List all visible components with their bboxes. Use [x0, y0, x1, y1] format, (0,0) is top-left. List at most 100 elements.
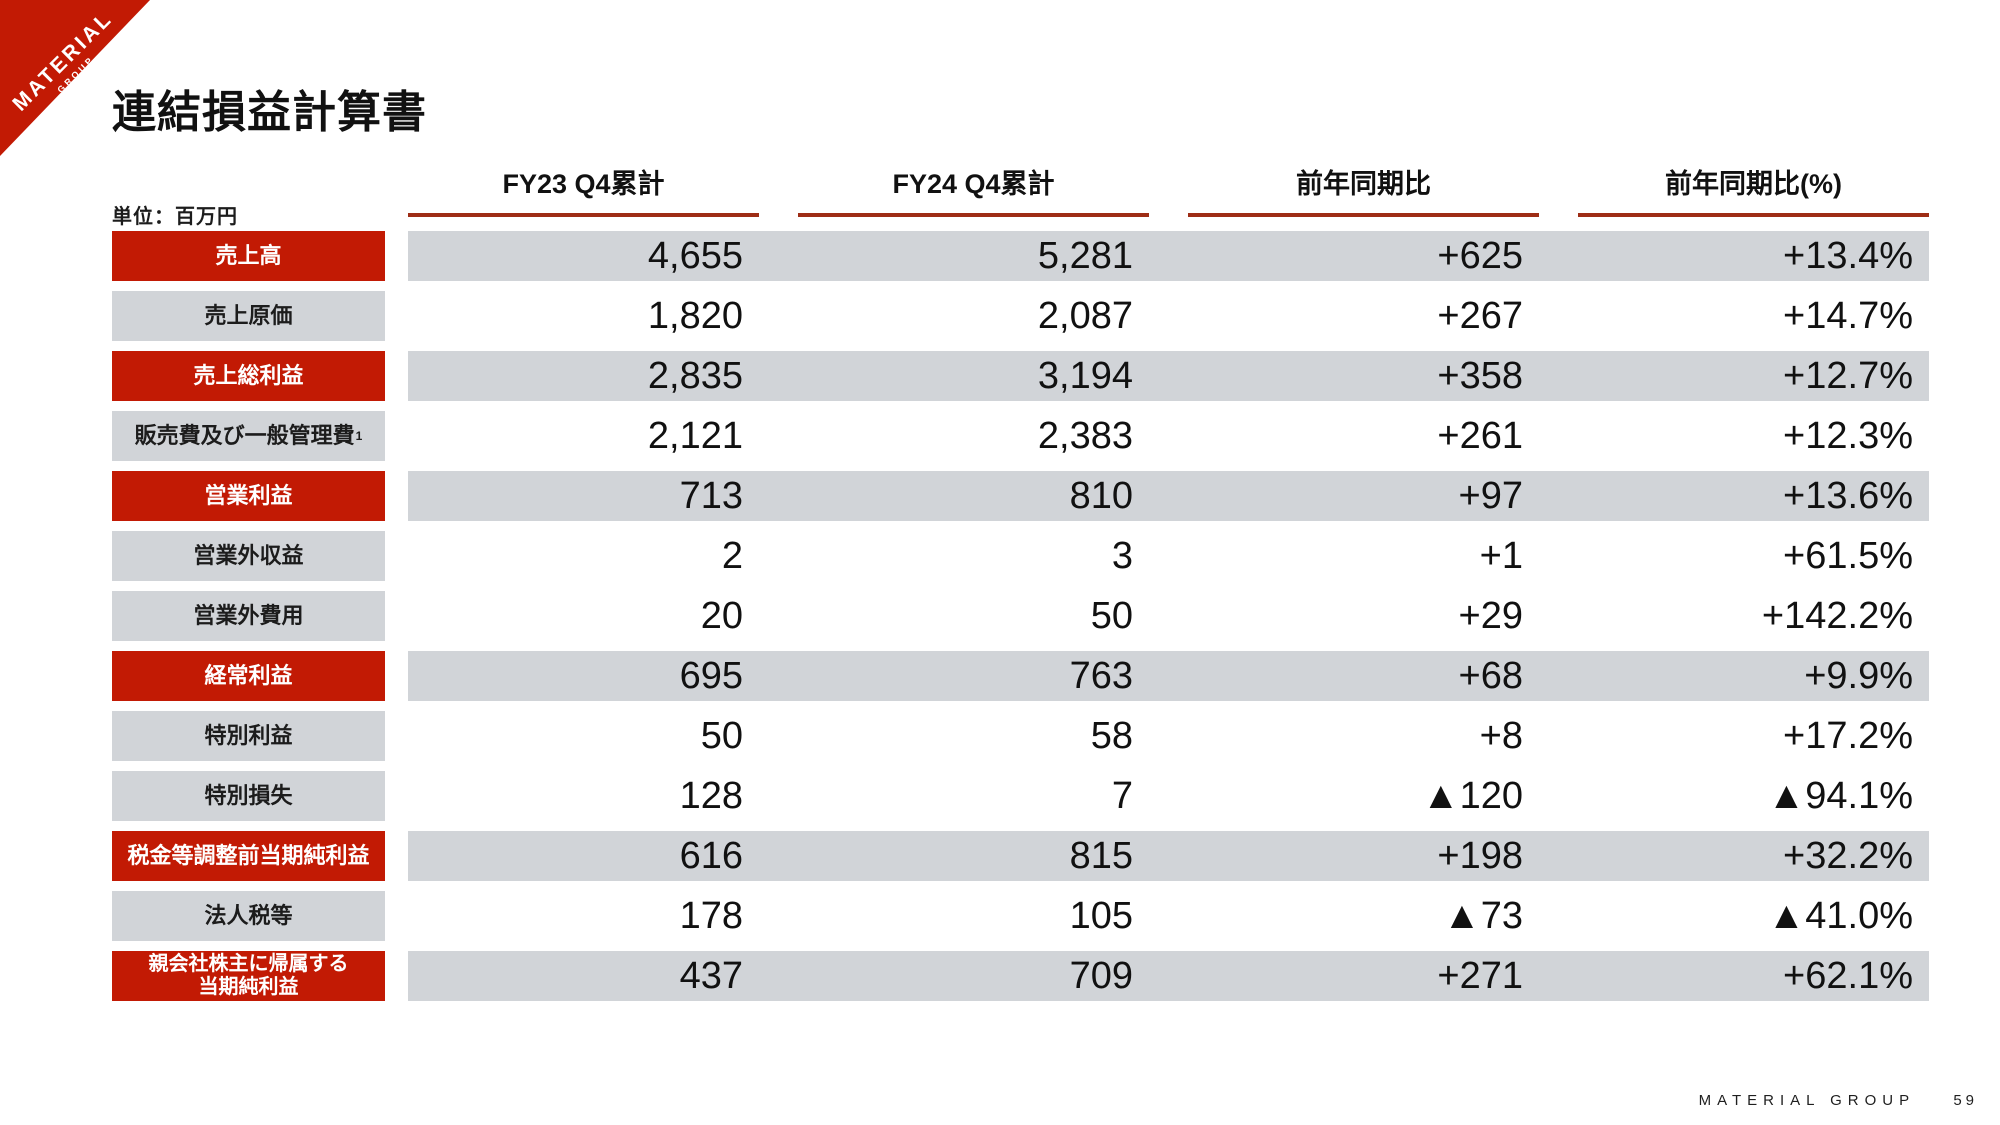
cell-yoy-diff: +358	[1437, 354, 1523, 397]
table-row: 税金等調整前当期純利益 616 815 +198 +32.2%	[112, 831, 1929, 881]
footer-brand: MATERIAL GROUP	[1698, 1092, 1916, 1109]
column-header-fy23: FY23 Q4累計	[408, 148, 759, 217]
cell-fy24: 815	[1069, 834, 1133, 877]
row-label: 売上高	[112, 231, 385, 281]
row-label: 経常利益	[112, 651, 385, 701]
cell-yoy-diff: +8	[1479, 714, 1523, 757]
row-values: 437 709 +271 +62.1%	[408, 951, 1929, 1001]
table-row: 法人税等 178 105 ▲73 ▲41.0%	[112, 891, 1929, 941]
cell-fy23: 128	[679, 774, 743, 817]
cell-fy23: 2	[721, 534, 743, 577]
cell-fy24: 3	[1111, 534, 1133, 577]
cell-fy24: 105	[1069, 894, 1133, 937]
cell-yoy-diff: +261	[1437, 414, 1523, 457]
unit-note: 単位：百万円	[112, 206, 238, 228]
cell-yoy-diff: +97	[1458, 474, 1523, 517]
footer: MATERIAL GROUP 59	[1699, 1092, 1978, 1109]
table-row: 営業外収益 2 3 +1 +61.5%	[112, 531, 1929, 581]
row-spacer	[385, 831, 408, 881]
cell-fy23: 2,121	[647, 414, 743, 457]
cell-fy24: 709	[1069, 954, 1133, 997]
table-row: 親会社株主に帰属する 当期純利益 437 709 +271 +62.1%	[112, 951, 1929, 1001]
table-row: 営業利益 713 810 +97 +13.6%	[112, 471, 1929, 521]
footer-page-number: 59	[1953, 1092, 1978, 1109]
row-label: 親会社株主に帰属する 当期純利益	[112, 951, 385, 1001]
page-title: 連結損益計算書	[112, 88, 427, 137]
row-label: 営業外費用	[112, 591, 385, 641]
row-label: 営業利益	[112, 471, 385, 521]
cell-fy24: 5,281	[1037, 234, 1133, 277]
table-row: 特別利益 50 58 +8 +17.2%	[112, 711, 1929, 761]
row-label: 営業外収益	[112, 531, 385, 581]
row-values: 128 7 ▲120 ▲94.1%	[408, 771, 1929, 821]
column-headers: FY23 Q4累計 FY24 Q4累計 前年同期比 前年同期比(%)	[408, 148, 1929, 217]
cell-fy24: 50	[1090, 594, 1133, 637]
cell-fy23: 50	[700, 714, 743, 757]
row-spacer	[385, 891, 408, 941]
cell-fy23: 4,655	[647, 234, 743, 277]
cell-yoy-pct: +12.3%	[1783, 414, 1913, 457]
row-label: 税金等調整前当期純利益	[112, 831, 385, 881]
cell-fy23: 616	[679, 834, 743, 877]
cell-yoy-diff: +625	[1437, 234, 1523, 277]
cell-yoy-pct: +9.9%	[1804, 654, 1913, 697]
table-row: 売上高 4,655 5,281 +625 +13.4%	[112, 231, 1929, 281]
column-header-fy24: FY24 Q4累計	[798, 148, 1149, 217]
row-spacer	[385, 651, 408, 701]
cell-yoy-diff: +267	[1437, 294, 1523, 337]
row-label: 法人税等	[112, 891, 385, 941]
row-values: 4,655 5,281 +625 +13.4%	[408, 231, 1929, 281]
row-values: 713 810 +97 +13.6%	[408, 471, 1929, 521]
cell-yoy-pct: +13.4%	[1783, 234, 1913, 277]
cell-yoy-pct: ▲41.0%	[1767, 894, 1913, 937]
column-header-yoy-pct: 前年同期比(%)	[1578, 148, 1929, 217]
cell-yoy-pct: +62.1%	[1783, 954, 1913, 997]
row-label: 販売費及び一般管理費 1	[112, 411, 385, 461]
cell-fy23: 695	[679, 654, 743, 697]
cell-yoy-pct: +61.5%	[1783, 534, 1913, 577]
table-row: 特別損失 128 7 ▲120 ▲94.1%	[112, 771, 1929, 821]
row-values: 178 105 ▲73 ▲41.0%	[408, 891, 1929, 941]
row-spacer	[385, 291, 408, 341]
cell-fy23: 178	[679, 894, 743, 937]
row-values: 2,835 3,194 +358 +12.7%	[408, 351, 1929, 401]
table-row: 売上原価 1,820 2,087 +267 +14.7%	[112, 291, 1929, 341]
cell-yoy-pct: +142.2%	[1761, 594, 1913, 637]
row-spacer	[385, 471, 408, 521]
income-statement-table: 売上高 4,655 5,281 +625 +13.4% 売上原価 1,820 2…	[112, 231, 1929, 1011]
cell-fy24: 7	[1111, 774, 1133, 817]
row-values: 1,820 2,087 +267 +14.7%	[408, 291, 1929, 341]
row-label: 特別損失	[112, 771, 385, 821]
row-spacer	[385, 771, 408, 821]
cell-yoy-pct: +32.2%	[1783, 834, 1913, 877]
row-values: 20 50 +29 +142.2%	[408, 591, 1929, 641]
row-spacer	[385, 351, 408, 401]
cell-yoy-diff: +271	[1437, 954, 1523, 997]
cell-yoy-diff: +1	[1479, 534, 1523, 577]
cell-yoy-pct: +13.6%	[1783, 474, 1913, 517]
cell-fy24: 3,194	[1037, 354, 1133, 397]
cell-fy24: 2,087	[1037, 294, 1133, 337]
cell-fy24: 810	[1069, 474, 1133, 517]
row-values: 2,121 2,383 +261 +12.3%	[408, 411, 1929, 461]
row-spacer	[385, 591, 408, 641]
cell-yoy-pct: ▲94.1%	[1767, 774, 1913, 817]
table-row: 販売費及び一般管理費 1 2,121 2,383 +261 +12.3%	[112, 411, 1929, 461]
cell-yoy-diff: +29	[1458, 594, 1523, 637]
row-values: 50 58 +8 +17.2%	[408, 711, 1929, 761]
column-header-yoy-diff: 前年同期比	[1188, 148, 1539, 217]
cell-fy24: 763	[1069, 654, 1133, 697]
row-spacer	[385, 711, 408, 761]
row-values: 695 763 +68 +9.9%	[408, 651, 1929, 701]
row-spacer	[385, 411, 408, 461]
cell-fy23: 437	[679, 954, 743, 997]
cell-fy24: 2,383	[1037, 414, 1133, 457]
cell-yoy-diff: +68	[1458, 654, 1523, 697]
cell-fy24: 58	[1090, 714, 1133, 757]
row-spacer	[385, 231, 408, 281]
row-label: 特別利益	[112, 711, 385, 761]
row-values: 2 3 +1 +61.5%	[408, 531, 1929, 581]
cell-yoy-pct: +17.2%	[1783, 714, 1913, 757]
table-row: 売上総利益 2,835 3,194 +358 +12.7%	[112, 351, 1929, 401]
